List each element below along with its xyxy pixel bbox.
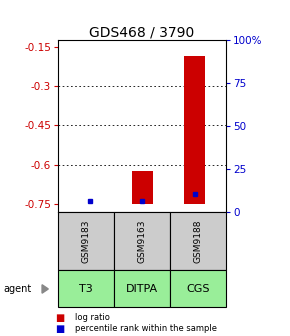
Bar xyxy=(132,171,153,204)
Text: GSM9183: GSM9183 xyxy=(81,219,90,263)
Text: T3: T3 xyxy=(79,284,93,294)
Text: GSM9163: GSM9163 xyxy=(137,219,147,263)
Text: CGS: CGS xyxy=(186,284,210,294)
Text: percentile rank within the sample: percentile rank within the sample xyxy=(75,324,218,333)
Bar xyxy=(184,56,205,204)
Text: ■: ■ xyxy=(55,324,64,334)
Text: GSM9188: GSM9188 xyxy=(194,219,203,263)
Text: GDS468 / 3790: GDS468 / 3790 xyxy=(90,25,195,39)
Text: DITPA: DITPA xyxy=(126,284,158,294)
Text: ■: ■ xyxy=(55,312,64,323)
Text: agent: agent xyxy=(3,284,31,294)
Text: log ratio: log ratio xyxy=(75,313,110,322)
